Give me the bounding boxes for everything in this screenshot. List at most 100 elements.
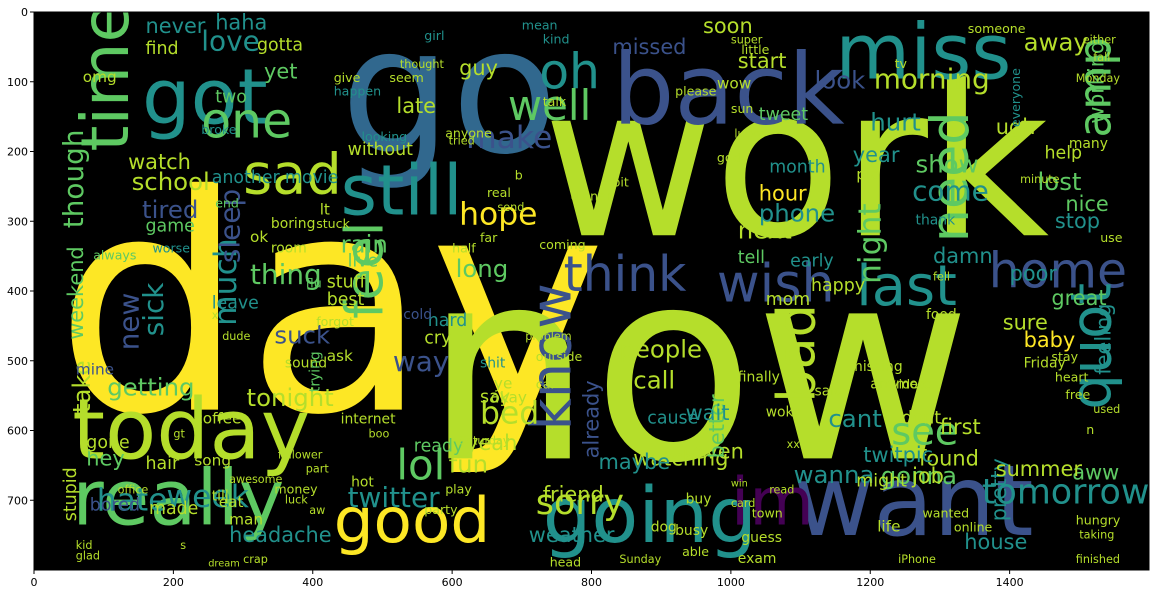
word-know: know xyxy=(520,283,585,430)
word-help: help xyxy=(1045,144,1083,164)
word-say: say xyxy=(480,388,510,408)
word-missed: missed xyxy=(612,35,686,59)
word-game: game xyxy=(146,217,195,237)
word-forgot: forgot xyxy=(316,314,354,329)
word-summer: summer xyxy=(996,457,1083,481)
word-amp: amp xyxy=(1069,37,1122,138)
word-baby: baby xyxy=(1024,328,1076,352)
word-read: read xyxy=(769,483,794,496)
word-hard: hard xyxy=(428,311,468,331)
word-pic: pic xyxy=(856,165,878,183)
word-wait: wait xyxy=(686,401,730,425)
word-going: going xyxy=(543,472,757,561)
word-problem: problem xyxy=(525,330,571,343)
word-night: night xyxy=(853,203,889,284)
word-rain: rain xyxy=(341,230,388,259)
word-worse: worse xyxy=(153,241,191,256)
word-hurt: hurt xyxy=(870,108,921,137)
word-life: life xyxy=(877,518,900,536)
word-dog: dog xyxy=(651,520,677,536)
word-boring: boring xyxy=(271,216,316,232)
word-sure: sure xyxy=(1003,310,1048,334)
word-twitpic: twitpic xyxy=(863,443,933,467)
word-oh: oh xyxy=(539,44,600,101)
word-crap: crap xyxy=(243,553,268,566)
word-dream: dream xyxy=(208,559,240,570)
word-cry: cry xyxy=(424,328,451,348)
word-cold: cold xyxy=(403,307,432,323)
word-half: half xyxy=(452,241,476,256)
word-fell: fell xyxy=(933,271,950,284)
word-super: super xyxy=(731,33,763,46)
word-sound: sound xyxy=(285,356,327,372)
word-shit: shit xyxy=(480,356,506,372)
word-twitter: twitter xyxy=(348,481,441,514)
word-sad: sad xyxy=(243,142,342,207)
word-wish: wish xyxy=(717,254,835,315)
word-maybe: maybe xyxy=(599,450,671,474)
word-go: go xyxy=(341,0,558,194)
word-room: room xyxy=(271,241,307,257)
word-car: car xyxy=(536,377,557,392)
word-leave: leave xyxy=(212,293,259,313)
word-best: best xyxy=(327,290,365,310)
word-fall: fall xyxy=(1093,51,1110,64)
word-getting: getting xyxy=(107,373,194,402)
word-play: play xyxy=(445,481,472,496)
word-used: used xyxy=(1093,403,1120,416)
word-long: long xyxy=(456,254,509,283)
word-need: need xyxy=(920,111,981,242)
word-live: live xyxy=(348,252,379,272)
word-phone: phone xyxy=(759,198,835,227)
word-kind: kind xyxy=(543,31,570,46)
word-xx: xx xyxy=(787,438,801,451)
word-hour: hour xyxy=(759,181,807,205)
word-first: first xyxy=(940,415,981,439)
word-next: next xyxy=(738,216,792,245)
word-nice: nice xyxy=(1065,192,1108,216)
word-omg: omg xyxy=(83,68,117,86)
word-thought: thought xyxy=(400,58,445,71)
word-anymore: anymore xyxy=(870,377,932,393)
word-real: real xyxy=(487,185,511,200)
word-without: without xyxy=(348,140,414,160)
word-free: free xyxy=(1065,387,1090,402)
word-anyone: anyone xyxy=(445,126,492,141)
word-flu: flu xyxy=(306,276,322,291)
word-monday: Monday xyxy=(1076,72,1121,85)
word-aww: aww xyxy=(1072,460,1119,484)
word-take: take xyxy=(67,360,96,413)
word-hair: hair xyxy=(146,454,181,474)
word-internet: internet xyxy=(341,412,396,428)
word-end: end xyxy=(215,195,239,210)
word-aw: aw xyxy=(309,504,325,517)
word-far: far xyxy=(480,230,498,245)
word-finished: finished xyxy=(1076,553,1120,566)
word-follower: follower xyxy=(278,448,323,461)
word-n: n xyxy=(1086,422,1094,437)
word-dont: dont xyxy=(902,409,942,429)
word-show: show xyxy=(916,149,979,178)
word-everyone: everyone xyxy=(1008,68,1023,127)
word-see: see xyxy=(891,409,958,454)
word-little: little xyxy=(741,42,769,57)
word-use: use xyxy=(1100,230,1123,245)
word-girl: girl xyxy=(424,28,444,43)
word-tv: tv xyxy=(895,56,908,71)
word-never: never xyxy=(146,14,206,38)
word-work: work xyxy=(543,42,1049,285)
word-call: call xyxy=(633,366,675,395)
word-time: time xyxy=(66,2,144,152)
word-thing: thing xyxy=(250,258,322,291)
word-start: start xyxy=(738,49,787,73)
word-town: town xyxy=(752,506,783,521)
y-tick-label: 200 xyxy=(7,146,28,159)
y-tick-label: 700 xyxy=(7,494,28,507)
word-feel: feel xyxy=(334,222,395,319)
x-tick-label: 600 xyxy=(442,576,463,589)
word-till: till xyxy=(212,488,229,504)
word-please: please xyxy=(675,84,717,99)
word-glad: glad xyxy=(76,550,100,563)
word-away: away xyxy=(1024,27,1088,56)
